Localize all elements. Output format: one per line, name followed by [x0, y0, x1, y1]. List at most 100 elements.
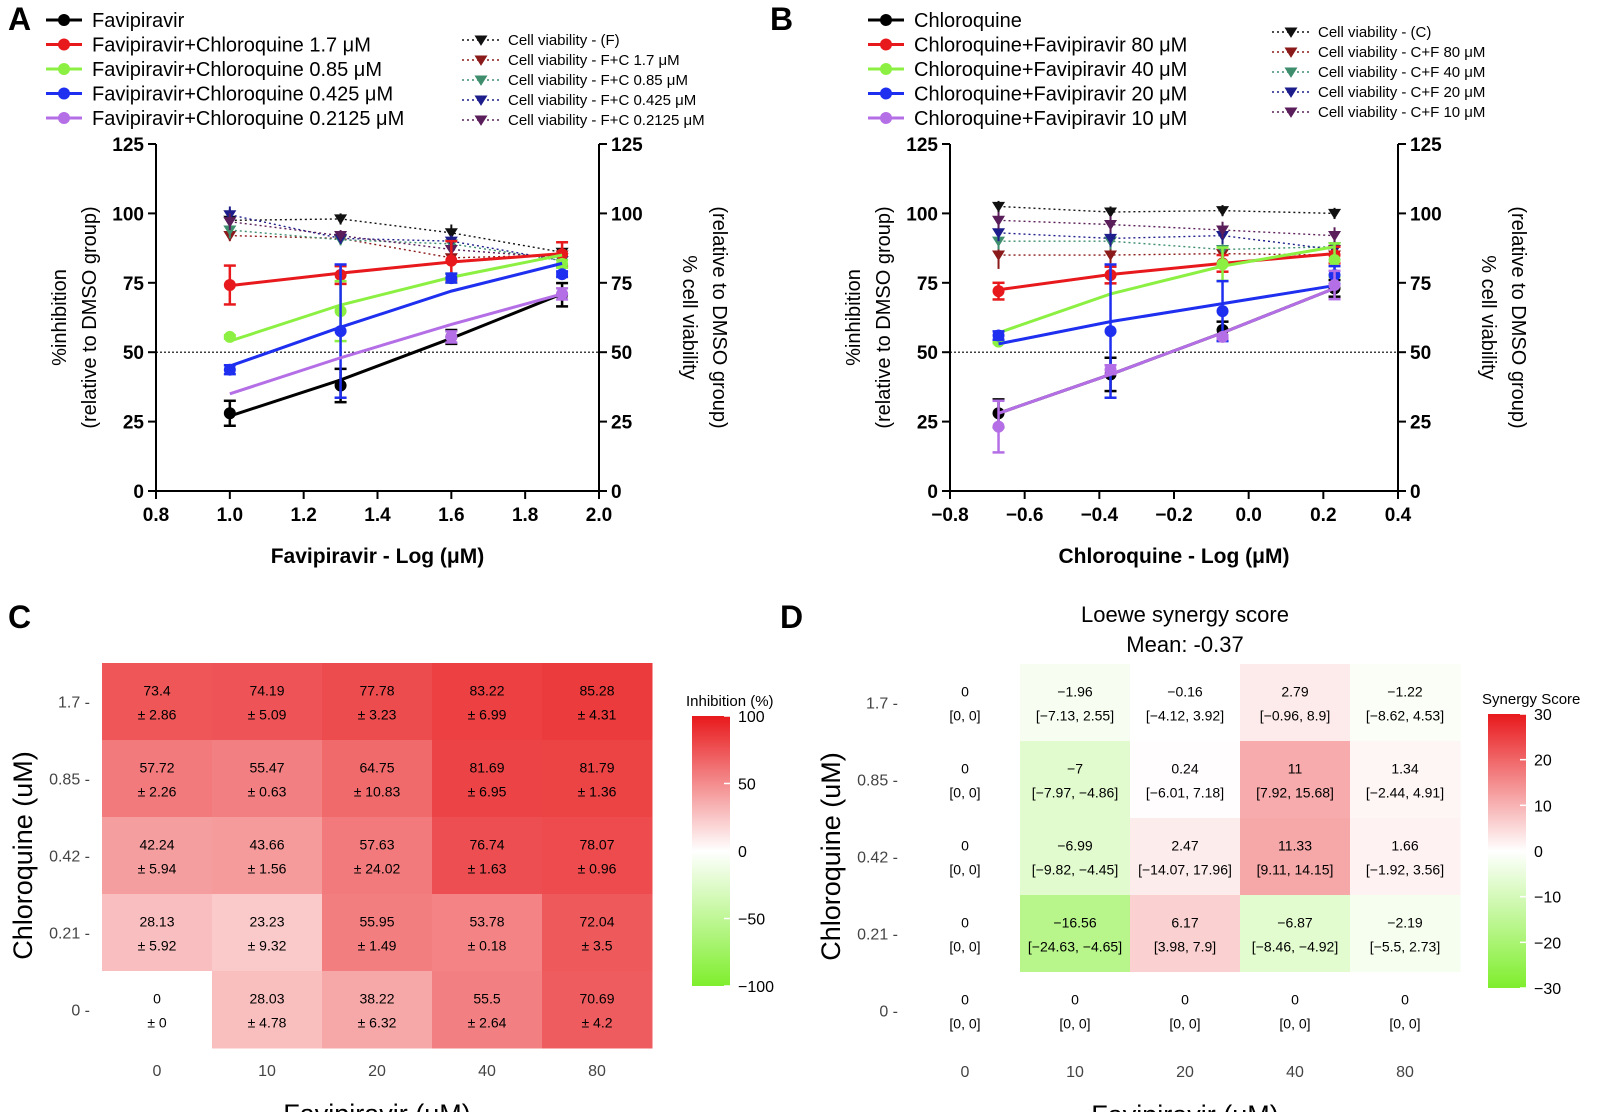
- x-tick-label: 1.6: [438, 505, 464, 526]
- heatmap-cell: [910, 972, 1021, 1050]
- heatmap-cell: [542, 894, 653, 972]
- cell-error: ± 5.94: [138, 861, 177, 877]
- viability-point: [334, 214, 348, 225]
- y-tick-label-left: 125: [112, 135, 144, 156]
- heatmap-cell: [212, 740, 323, 818]
- viability-point: [992, 250, 1006, 261]
- inhibition-point: [992, 329, 1005, 342]
- y-tick-label-left: 0: [133, 482, 144, 503]
- y-tick-label-right: 25: [1410, 413, 1432, 434]
- y-tick-label: 1.7 -: [58, 695, 90, 712]
- colorbar-tick-label: 0: [1534, 844, 1543, 861]
- cell-error: [−4.12, 3.92]: [1146, 708, 1224, 724]
- fit-line-2: [998, 245, 1335, 335]
- colorbar-tick-label: −20: [1534, 935, 1561, 952]
- cell-value: 70.69: [579, 991, 614, 1007]
- cell-value: −6.87: [1277, 915, 1313, 931]
- colorbar-tick-label: 100: [738, 709, 765, 726]
- cell-error: ± 3.5: [581, 938, 612, 954]
- heatmap-cell: [322, 971, 433, 1049]
- x-tick-label: 20: [1176, 1064, 1194, 1081]
- fit-line-1: [998, 252, 1335, 292]
- colorbar-tick-label: 30: [1534, 707, 1552, 724]
- colorbar-tick-label: 20: [1534, 753, 1552, 770]
- heatmap-cell: [1240, 664, 1351, 742]
- y-tick-label: 0.85 -: [49, 772, 90, 789]
- cell-value: 0: [153, 991, 161, 1007]
- y-tick-label: 0 -: [879, 1004, 898, 1021]
- cell-error: ± 5.92: [138, 938, 177, 954]
- viability-line-0: [229, 218, 563, 253]
- heatmap-cell: [1020, 664, 1131, 742]
- cell-value: 2.47: [1171, 838, 1198, 854]
- y-axis-title: Chloroquine (uM): [816, 752, 846, 961]
- y-tick-label-right: 50: [611, 343, 632, 364]
- inhibition-point: [445, 254, 458, 267]
- colorbar-tick-label: 50: [738, 777, 756, 794]
- cell-value: 42.24: [139, 837, 174, 853]
- inhibition-point: [445, 272, 458, 285]
- cell-value: 81.69: [469, 760, 504, 776]
- legend-marker: [474, 75, 488, 86]
- y-tick-label: 0.21 -: [857, 927, 898, 944]
- legend-label: Chloroquine+Favipiravir 40 μM: [914, 59, 1187, 81]
- cell-value: 76.74: [469, 837, 504, 853]
- y-tick-label: 0 -: [71, 1003, 90, 1020]
- chart-d: 0 [0, 0] −1.96 [−7.13, 2.55] −0.16 [−4.12, 3.…: [816, 602, 1580, 1112]
- heatmap-cell: [542, 817, 653, 895]
- cell-error: ± 1.36: [578, 784, 617, 800]
- cell-value: 57.63: [359, 837, 394, 853]
- viability-point: [992, 236, 1006, 248]
- heatmap-cell: [432, 740, 543, 818]
- cell-value: 0: [961, 684, 969, 700]
- colorbar-tick-label: −10: [1534, 890, 1561, 907]
- panel-letter-c: C: [8, 599, 31, 635]
- legend-marker: [880, 112, 892, 124]
- heatmap-cell: [542, 663, 653, 741]
- heatmap-cell: [432, 817, 543, 895]
- legend-marker: [474, 95, 488, 106]
- heatmap-cell: [1350, 895, 1461, 973]
- cell-value: 11.33: [1278, 838, 1312, 854]
- legend-marker: [58, 14, 70, 26]
- fit-line-2: [229, 253, 563, 343]
- colorbar: [692, 716, 730, 986]
- cell-value: −7: [1067, 761, 1083, 777]
- cell-error: [−9.82, −4.45]: [1032, 862, 1118, 878]
- y-tick-label-left: 50: [917, 343, 938, 364]
- cell-error: ± 2.64: [468, 1015, 507, 1031]
- cell-error: ± 1.56: [248, 861, 287, 877]
- cell-error: ± 6.95: [468, 784, 507, 800]
- cell-error: [3.98, 7.9]: [1154, 939, 1216, 955]
- heatmap-cell: [1350, 664, 1461, 742]
- viability-point: [1104, 219, 1118, 231]
- heatmap-cell: [1240, 818, 1351, 896]
- x-tick-label: −0.6: [1006, 505, 1044, 526]
- inhibition-point: [556, 248, 569, 261]
- heatmap-cell: [212, 971, 323, 1049]
- heatmap-cell: [910, 664, 1021, 742]
- cell-error: [−8.62, 4.53]: [1366, 708, 1444, 724]
- cell-value: 0: [961, 761, 969, 777]
- viability-point: [1104, 250, 1118, 261]
- cell-value: 23.23: [249, 914, 284, 930]
- cell-error: ± 1.49: [358, 938, 397, 954]
- cell-value: 1.66: [1391, 838, 1418, 854]
- inhibition-point: [223, 407, 236, 420]
- cell-value: 0: [1071, 992, 1079, 1008]
- inhibition-point: [992, 285, 1005, 298]
- viability-line-1: [998, 252, 1335, 256]
- heatmap-cell: [102, 894, 213, 972]
- viability-point: [1216, 206, 1230, 217]
- viability-point: [223, 225, 237, 236]
- y-tick-label-left: 50: [123, 343, 144, 364]
- inhibition-point: [1328, 279, 1341, 292]
- cell-error: ± 1.63: [468, 861, 507, 877]
- legend-label: Chloroquine: [914, 10, 1022, 32]
- cell-error: ± 6.99: [468, 707, 507, 723]
- y-tick-label-right: 100: [1410, 204, 1442, 225]
- colorbar-title: Inhibition (%): [686, 693, 774, 710]
- legend-label: Cell viability - F+C 0.425 μM: [508, 92, 696, 109]
- x-axis-title: Favipiravir (uM): [283, 1099, 471, 1112]
- legend-marker: [880, 63, 892, 75]
